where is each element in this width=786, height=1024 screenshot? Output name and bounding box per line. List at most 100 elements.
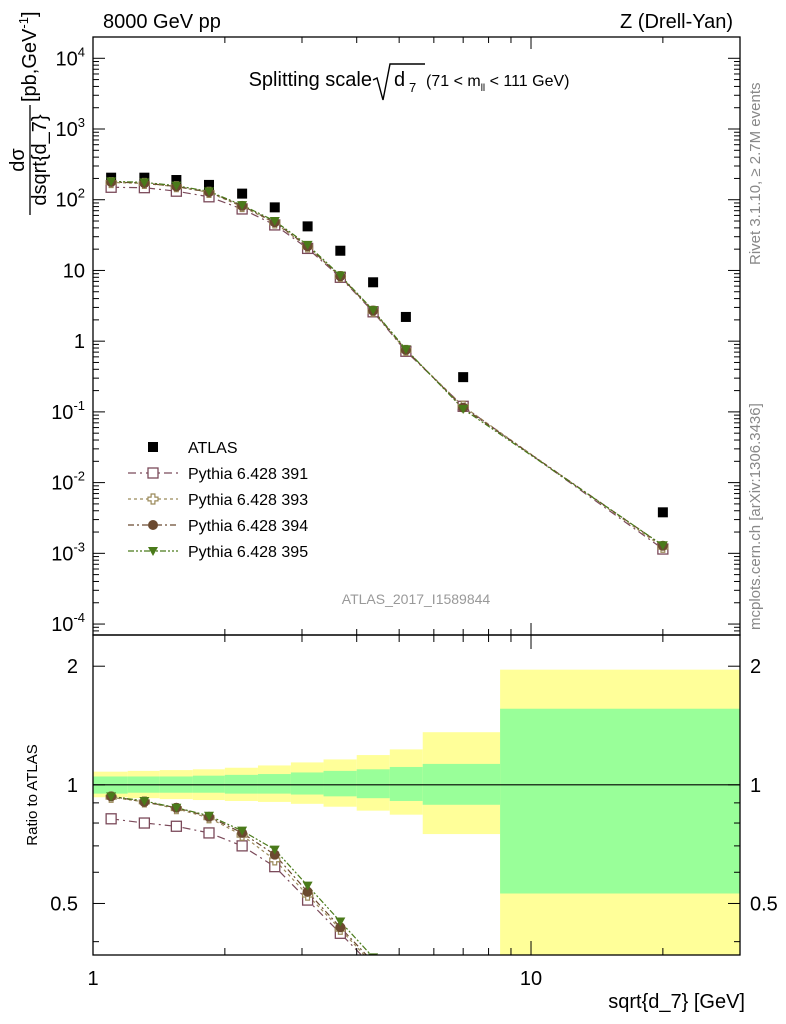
y-tick-label: 103 [56, 115, 85, 141]
y-axis-label-ratio: Ratio to ATLAS [24, 744, 41, 845]
y-tick-label: 10-4 [51, 610, 85, 636]
legend-marker [148, 442, 158, 452]
ratio-plot-area [105, 791, 379, 955]
x-tick-label: 1 [87, 968, 98, 990]
legend: ATLAS Pythia 6.428 391 Pythia 6.428 393 Pyt… [128, 440, 308, 561]
data-point-mc [237, 201, 248, 211]
ratio-y-tick-label: 0.5 [50, 893, 78, 915]
legend-label: Pythia 6.428 395 [188, 544, 308, 561]
data-point-atlas [237, 188, 248, 199]
data-point-mc [458, 404, 469, 414]
ratio-data-point [236, 840, 248, 852]
mcplots-label: mcplots.cern.ch [arXiv:1306.3436] [747, 403, 764, 630]
y-tick-label: 10-2 [51, 469, 85, 495]
data-point-atlas [400, 311, 411, 322]
data-point-atlas [368, 277, 379, 288]
band-inner [389, 766, 423, 801]
ratio-axis-ticks: 0.5 0.5 1 1 2 2 1 10 [50, 635, 778, 990]
ratio-series-line [111, 795, 368, 955]
data-point-atlas [171, 175, 182, 186]
legend-marker [148, 520, 158, 530]
ratio-data-point [139, 796, 150, 806]
ratio-data-point [237, 826, 248, 836]
ratio-data-point [269, 845, 280, 855]
x-tick-label: 10 [520, 968, 542, 990]
ratio-series-line [111, 818, 363, 955]
legend-label: Pythia 6.428 391 [188, 466, 308, 483]
series-line [111, 180, 664, 546]
ratio-series-line [111, 795, 372, 955]
header-right: Z (Drell-Yan) [620, 11, 733, 33]
legend-marker [147, 467, 159, 479]
data-point-atlas [458, 372, 469, 383]
legend-marker [147, 493, 159, 505]
data-point-atlas [335, 245, 346, 256]
data-point-mc [171, 181, 182, 191]
data-point-atlas [657, 507, 668, 518]
y-axis-label-top: dσ dsqrt{d_7} [pb,GeV-1] [7, 11, 51, 215]
ratio-data-point [106, 792, 117, 802]
band-inner [356, 769, 390, 799]
legend-label: Pythia 6.428 393 [188, 492, 308, 509]
data-point-mc [302, 240, 313, 250]
ratio-series-line [111, 796, 366, 955]
y-tick-label: 10-3 [51, 539, 85, 565]
data-point-mc [400, 345, 411, 355]
ratio-y-tick-label: 1 [67, 775, 78, 797]
ratio-data-point [105, 813, 117, 825]
y-tick-label: 10-1 [51, 398, 85, 424]
ratio-data-point [335, 917, 346, 927]
data-point-mc [335, 271, 346, 281]
data-point-mc [657, 541, 668, 551]
legend-label: ATLAS [188, 440, 238, 457]
ratio-data-point [170, 820, 183, 832]
data-point-mc [106, 177, 117, 187]
data-point-atlas [302, 221, 313, 232]
ratio-panel-frame [92, 634, 741, 956]
plot-title-main: Splitting scale [249, 69, 372, 91]
top-plot-area [105, 172, 669, 555]
ratio-y-tick-label: 2 [67, 656, 78, 678]
top-axis-ticks: 10-4 10-3 10-2 10-1 1 10 102 103 104 [51, 36, 741, 636]
data-point-mc [269, 217, 280, 227]
y-label-unit: [pb,GeV-1] [16, 11, 41, 102]
y-tick-label: 102 [56, 186, 85, 212]
band-inner [500, 708, 740, 894]
sqrt-symbol-icon [372, 63, 425, 101]
plot-title-var-sub: 7 [409, 80, 416, 95]
ratio-data-point [302, 886, 313, 897]
band-inner [257, 774, 291, 794]
ratio-uncertainty-bands [93, 669, 740, 955]
data-point-mc [368, 306, 379, 316]
data-point-atlas [139, 172, 150, 183]
ratio-data-point [203, 811, 214, 821]
y-tick-label: 1 [74, 331, 85, 353]
ratio-y-tick-label-right: 0.5 [750, 893, 778, 915]
ratio-data-point [269, 849, 280, 860]
band-inner [290, 772, 324, 795]
legend-marker [148, 547, 158, 556]
band-inner [323, 770, 357, 797]
ratio-data-point [138, 817, 151, 829]
ratio-data-point [335, 922, 346, 933]
band-inner [192, 775, 225, 793]
plot-title: Splitting scale d 7 (71 < mll < 111 GeV) [249, 63, 569, 101]
ratio-y-tick-label-right: 2 [750, 656, 761, 678]
data-point-atlas [269, 202, 280, 213]
y-tick-label: 10 [63, 260, 85, 282]
ratio-series-group [105, 791, 379, 955]
header-left: 8000 GeV pp [103, 11, 221, 33]
data-point-mc [139, 178, 150, 188]
y-label-denominator: dsqrt{d_7} [29, 114, 51, 206]
analysis-id-label: ATLAS_2017_I1589844 [342, 591, 491, 607]
ratio-data-point [171, 803, 182, 813]
plot-title-cut: (71 < mll < 111 GeV) [426, 73, 569, 94]
legend-label: Pythia 6.428 394 [188, 518, 308, 535]
ratio-data-point [203, 827, 215, 839]
y-tick-label: 104 [56, 44, 85, 70]
x-axis-label: sqrt{d_7} [GeV] [608, 991, 745, 1013]
rivet-version-label: Rivet 3.1.10, ≥ 2.7M events [747, 83, 764, 266]
plot-title-var: d [394, 69, 405, 91]
ratio-data-point [302, 881, 313, 891]
